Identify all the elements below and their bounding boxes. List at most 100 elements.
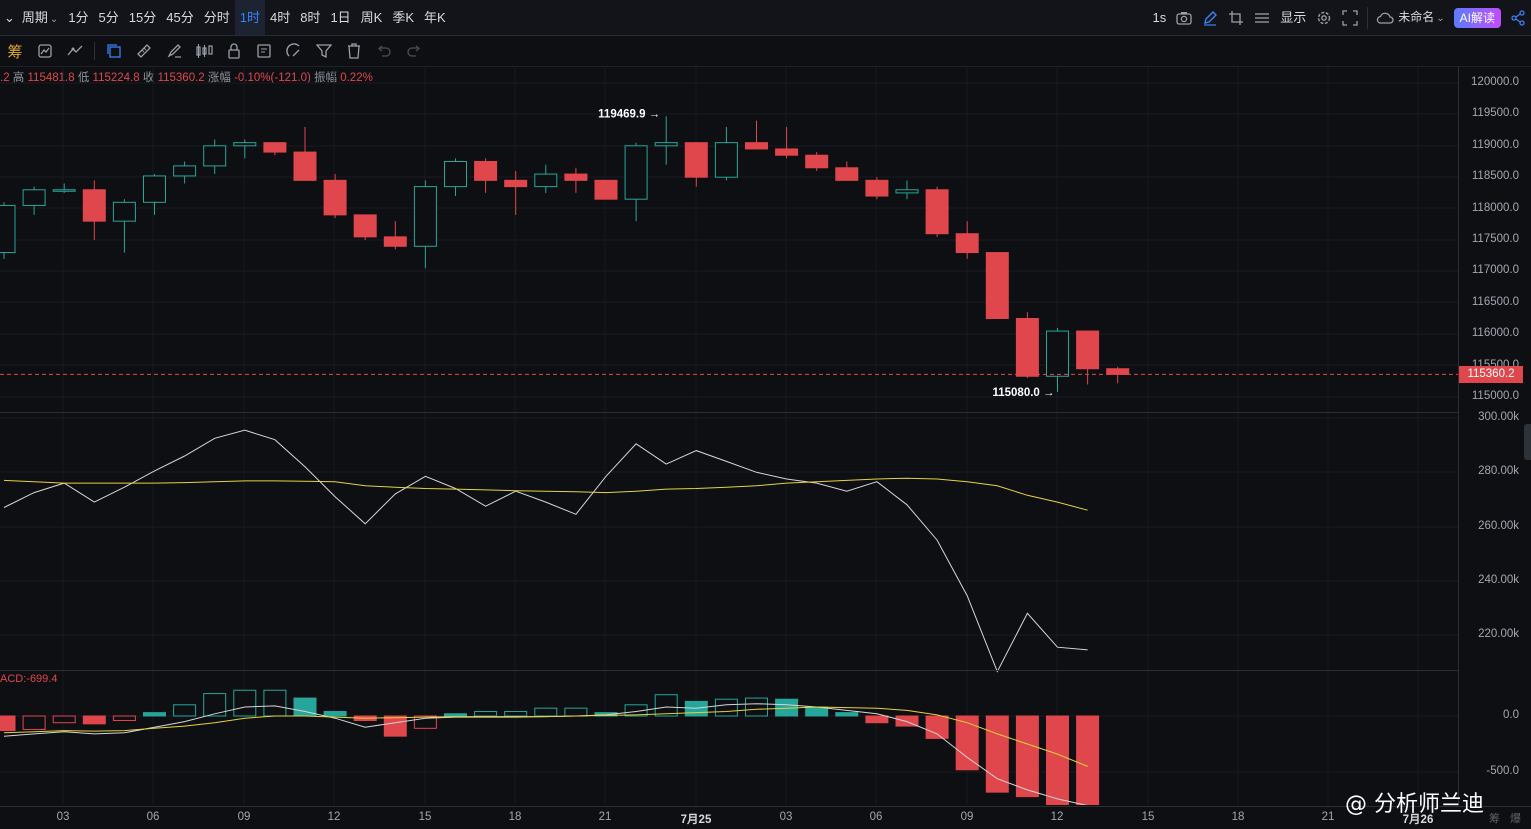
candle-body [565, 174, 587, 180]
indicator-tick: 220.00k [1478, 628, 1519, 640]
macd-histogram-bar [926, 716, 948, 738]
candle-body [595, 180, 617, 199]
interval-tab[interactable]: 年K [419, 0, 451, 35]
corner-label-1: 筹 [1489, 810, 1500, 826]
macd-histogram-bar [715, 699, 737, 716]
panel-resize-handle[interactable] [1524, 424, 1531, 460]
price-tick: 119500.0 [1472, 107, 1519, 119]
macd-histogram-bar [144, 713, 166, 716]
gear-icon[interactable] [1311, 5, 1337, 31]
indicator-icon[interactable] [60, 36, 90, 66]
compare-icon[interactable] [30, 36, 60, 66]
crop-icon[interactable] [1223, 5, 1249, 31]
macd-histogram-bar [475, 712, 497, 716]
list-settings-icon[interactable] [1249, 5, 1275, 31]
candle-body [324, 180, 346, 215]
indicator-line-yellow [4, 478, 1088, 510]
candle-body [53, 190, 75, 192]
current-price-tag: 115360.2 [1459, 366, 1523, 383]
candle-body [234, 143, 256, 146]
candle-body [204, 146, 226, 166]
separator [94, 42, 95, 60]
candle-body [1107, 369, 1129, 375]
interval-tab[interactable]: 15分 [124, 0, 161, 35]
macd-histogram-bar [0, 716, 15, 731]
chart-canvas[interactable]: 119469.9 → 115080.0 → [0, 67, 1458, 805]
candle-body [956, 234, 978, 253]
macd-tick: 0.0 [1503, 709, 1519, 721]
high-marker: 119469.9 → [598, 108, 660, 120]
macd-histogram-bar [234, 690, 256, 716]
chip-distribution-icon[interactable]: 筹 [0, 36, 30, 66]
interval-tab[interactable]: 季K [387, 0, 419, 35]
indicator-tick: 240.00k [1478, 574, 1519, 586]
candle-body [23, 190, 45, 206]
price-tick: 119000.0 [1472, 139, 1519, 151]
interval-tab[interactable]: 周K [356, 0, 388, 35]
ruler-icon[interactable] [129, 36, 159, 66]
candle-body [926, 190, 948, 234]
layout-name: 未命名 [1398, 10, 1434, 24]
candle-body [535, 174, 557, 187]
fullscreen-icon[interactable] [1337, 5, 1363, 31]
trash-icon[interactable] [339, 36, 369, 66]
cloud-icon[interactable] [1372, 5, 1398, 31]
price-tick: 118000.0 [1472, 202, 1519, 214]
macd-histogram-bar [113, 716, 135, 720]
macd-histogram-bar [1047, 716, 1069, 804]
interval-tab[interactable]: 分时 [199, 0, 235, 35]
interval-tab[interactable]: 45分 [161, 0, 198, 35]
ai-interpret-button[interactable]: AI解读 [1454, 8, 1501, 28]
candle-body [655, 143, 677, 146]
time-tick: 03 [780, 811, 793, 823]
macd-histogram-bar [986, 716, 1008, 792]
candle-body [264, 143, 286, 152]
macd-histogram-bar [746, 698, 768, 716]
undo-icon[interactable] [369, 36, 399, 66]
copy-icon[interactable] [99, 36, 129, 66]
candle-body [294, 152, 316, 180]
interval-tab[interactable]: 1日 [325, 0, 355, 35]
macd-histogram-bar [174, 705, 196, 716]
macd-histogram-bar [445, 714, 467, 716]
interval-tab[interactable]: 1时 [235, 0, 265, 35]
share-icon[interactable] [1505, 5, 1531, 31]
interval-tab[interactable]: 5分 [94, 0, 124, 35]
interval-tab[interactable]: 4时 [265, 0, 295, 35]
collapse-chevron-icon[interactable]: ⌄ [0, 0, 17, 35]
note-icon[interactable] [249, 36, 279, 66]
candle-body [1047, 331, 1069, 376]
layout-name-dropdown[interactable]: 未命名⌄ [1398, 0, 1449, 35]
macd-histogram-bar [324, 712, 346, 716]
interval-tab[interactable]: 1分 [63, 0, 93, 35]
indicator-tick: 280.00k [1478, 465, 1519, 477]
pane-divider [0, 670, 1458, 671]
time-tick: 06 [147, 811, 160, 823]
candle-body [1077, 331, 1099, 369]
low-marker: 115080.0 → [992, 387, 1054, 399]
macd-histogram-bar [535, 708, 557, 716]
redo-icon[interactable] [399, 36, 429, 66]
macd-histogram-bar [685, 701, 707, 716]
interval-tab[interactable]: 8时 [295, 0, 325, 35]
magnet-icon[interactable] [279, 36, 309, 66]
refresh-rate[interactable]: 1s [1148, 0, 1172, 35]
brush-icon[interactable] [159, 36, 189, 66]
candle-body [746, 143, 768, 149]
display-menu[interactable]: 显示 [1275, 0, 1311, 35]
candlestick-icon[interactable] [189, 36, 219, 66]
camera-icon[interactable] [1171, 5, 1197, 31]
price-tick: 116000.0 [1472, 327, 1519, 339]
macd-label: ACD:-699.4 [0, 673, 57, 685]
draw-pen-icon[interactable] [1197, 5, 1223, 31]
filter-icon[interactable] [309, 36, 339, 66]
candle-body [384, 237, 406, 246]
macd-histogram-bar [1077, 716, 1099, 805]
period-dropdown[interactable]: 周期⌄ [17, 0, 63, 35]
lock-icon[interactable] [219, 36, 249, 66]
macd-histogram-bar [505, 712, 527, 716]
candle-body [174, 166, 196, 176]
